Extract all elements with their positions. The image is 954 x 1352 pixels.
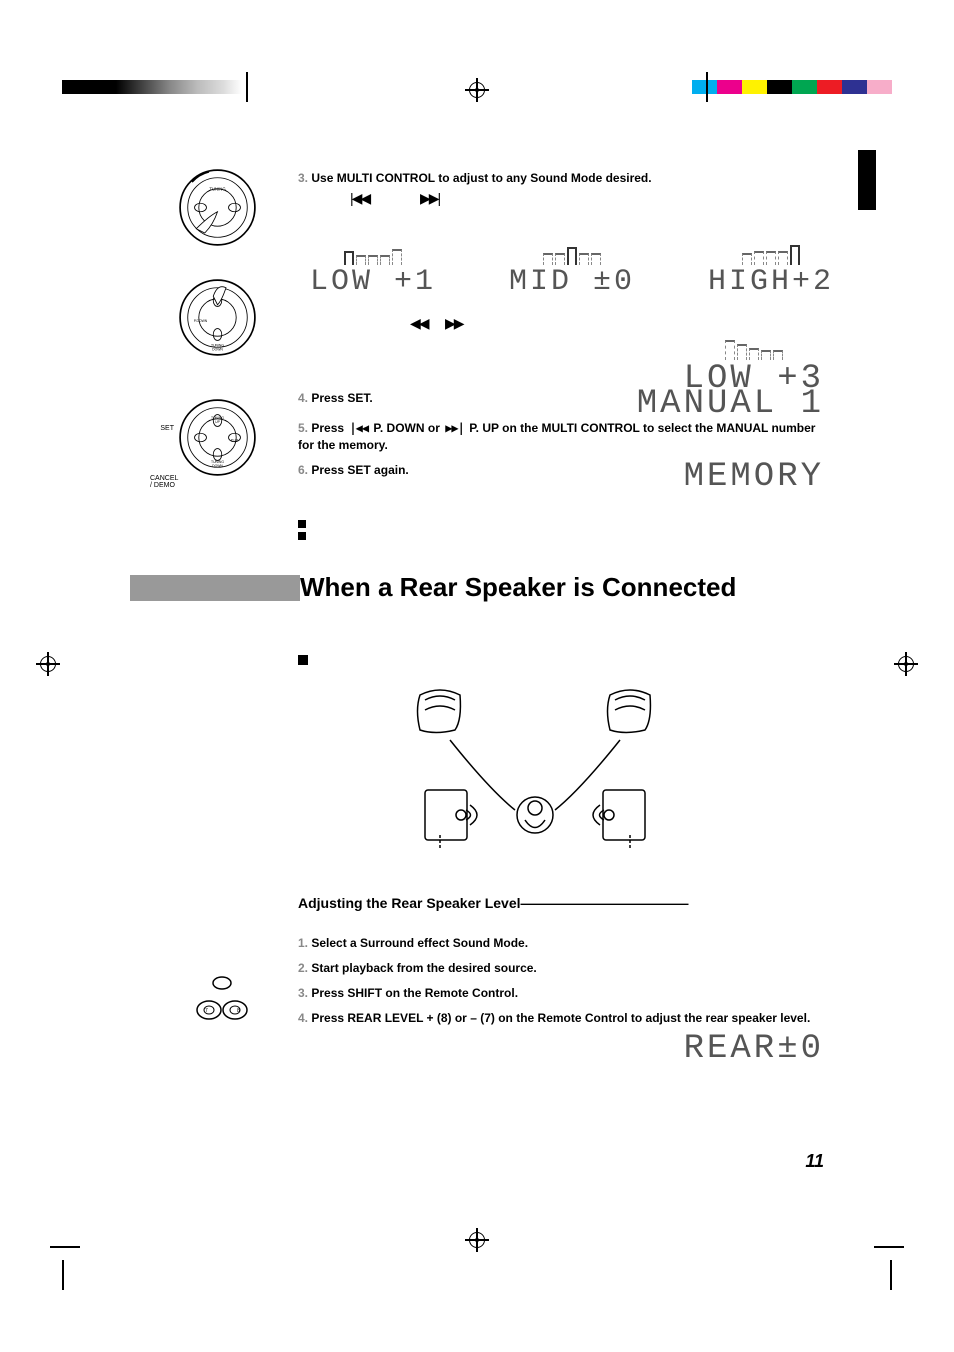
sub-section-title: Adjusting the Rear Speaker Level————————… — [298, 895, 689, 911]
svg-text:DOWN: DOWN — [212, 464, 223, 468]
multi-control-dial: TUNING — [175, 165, 260, 250]
svg-text:TUNING: TUNING — [211, 343, 224, 347]
multi-control-dial-2: P.DOWN TUNINGDOWN — [175, 275, 260, 360]
svg-text:TUNING: TUNING — [209, 187, 225, 192]
svg-text:DOWN: DOWN — [212, 348, 223, 352]
crosshair-top — [465, 78, 489, 102]
step-3: 3. Use MULTI CONTROL to adjust to any So… — [298, 170, 834, 187]
grayscale-bar — [62, 80, 242, 94]
svg-text:TUNING: TUNING — [211, 460, 224, 464]
crosshair-bottom — [465, 1228, 489, 1252]
crop-mark — [890, 1260, 892, 1290]
step-b3: 3. Press SHIFT on the Remote Control. — [298, 985, 834, 1002]
svg-text:P.UP: P.UP — [231, 439, 239, 443]
crop-mark — [246, 72, 248, 102]
step-b1: 1. Select a Surround effect Sound Mode. — [298, 935, 834, 952]
svg-text:P.DOWN: P.DOWN — [194, 319, 208, 323]
svg-text:UP: UP — [215, 420, 220, 424]
memory-display: MEMORY — [684, 458, 824, 496]
eq-display-row: LOW +1 MID ±0 HIGH+2 — [310, 225, 834, 299]
color-bar — [692, 80, 892, 94]
eq-low: LOW +1 — [310, 225, 436, 299]
cancel-label: CANCEL / DEMO — [150, 475, 174, 489]
rear-display: REAR±0 — [684, 1030, 824, 1068]
manual-display: MANUAL 1 — [637, 385, 824, 423]
bullet — [298, 655, 308, 665]
svg-text:TUNING: TUNING — [211, 416, 224, 420]
step-b2: 2. Start playback from the desired sourc… — [298, 960, 834, 977]
crosshair-left — [36, 652, 60, 676]
crop-mark — [874, 1246, 904, 1248]
rew-icon: ◀◀ — [410, 315, 428, 332]
crop-mark — [62, 1260, 64, 1290]
edge-tab — [858, 150, 876, 210]
ff-icon: ▶▶ — [445, 315, 463, 332]
multi-control-dial-3: TUNINGUPP.UPTUNINGDOWN — [175, 395, 260, 480]
step-b4: 4. Press REAR LEVEL + (8) or – (7) on th… — [298, 1010, 834, 1027]
crosshair-right — [894, 652, 918, 676]
svg-text:8: 8 — [237, 1008, 240, 1014]
remote-control-icon: 78 — [195, 975, 250, 1045]
page-number: 11 — [805, 1151, 824, 1172]
ff-icon: ▶▶| — [420, 190, 439, 207]
crop-mark — [50, 1246, 80, 1248]
set-label: SET — [150, 425, 174, 432]
section-title: When a Rear Speaker is Connected — [300, 572, 736, 603]
rew-icon: |◀◀ — [350, 190, 369, 207]
svg-text:7: 7 — [205, 1008, 208, 1014]
crop-mark — [706, 72, 708, 102]
step-5: 5. Press |◀◀ P. DOWN or ▶▶| P. UP on the… — [298, 420, 834, 454]
speaker-diagram — [370, 680, 700, 860]
note-bullets — [298, 520, 306, 544]
eq-mid: MID ±0 — [509, 225, 635, 299]
section-bar — [130, 575, 300, 601]
eq-high: HIGH+2 — [708, 225, 834, 299]
